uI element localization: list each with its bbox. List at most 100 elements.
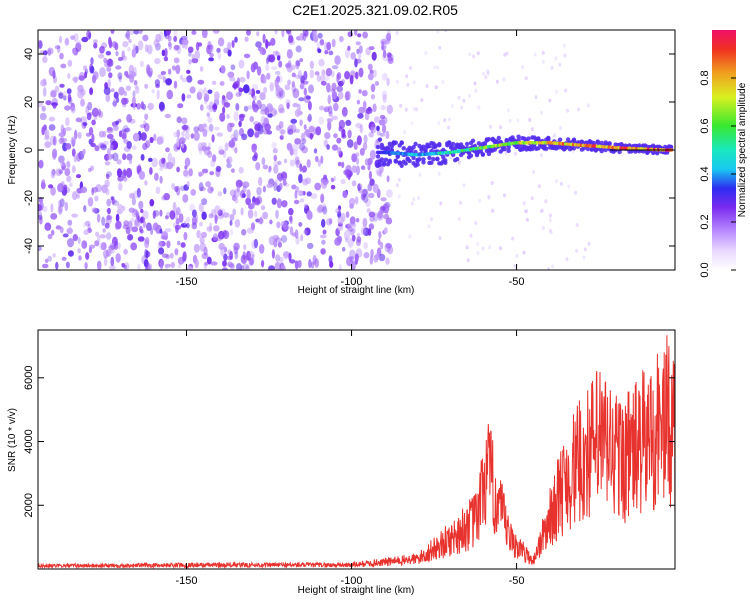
signal-halo	[451, 141, 456, 147]
signal-halo	[591, 140, 596, 146]
noise-speck	[44, 141, 52, 149]
signal-halo	[589, 147, 594, 152]
noise-speck	[107, 148, 111, 156]
noise-speck	[108, 245, 116, 251]
noise-speck	[370, 83, 376, 93]
noise-speck	[250, 222, 256, 231]
noise-speck	[133, 66, 137, 77]
noise-speck	[117, 72, 123, 80]
noise-speck	[201, 211, 207, 220]
noise-speck	[395, 79, 399, 84]
noise-speck	[337, 216, 344, 225]
noise-speck	[303, 87, 307, 96]
noise-speck	[274, 261, 281, 270]
noise-speck	[538, 184, 541, 189]
noise-speck	[222, 149, 227, 158]
signal-halo	[431, 157, 436, 162]
noise-speck	[259, 47, 267, 56]
noise-speck	[94, 240, 100, 247]
noise-speck	[42, 56, 48, 64]
noise-speck	[246, 70, 250, 80]
noise-speck	[77, 236, 81, 245]
noise-speck	[347, 31, 353, 38]
noise-speck	[508, 118, 512, 123]
noise-speck	[513, 151, 517, 156]
noise-speck	[326, 144, 330, 150]
noise-speck	[524, 76, 528, 81]
noise-speck	[81, 240, 88, 249]
signal-halo	[455, 156, 460, 162]
noise-speck	[84, 71, 88, 79]
noise-speck	[226, 156, 233, 164]
noise-speck	[121, 50, 125, 60]
noise-speck	[357, 183, 361, 192]
noise-speck	[382, 93, 387, 104]
noise-speck	[478, 198, 482, 203]
noise-speck	[108, 72, 113, 79]
noise-speck	[368, 223, 375, 230]
noise-speck	[351, 165, 358, 173]
noise-speck	[208, 107, 214, 113]
noise-speck	[91, 133, 95, 143]
noise-speck	[294, 155, 300, 163]
noise-speck	[159, 228, 163, 234]
noise-speck	[133, 80, 138, 86]
noise-speck	[186, 180, 190, 188]
noise-speck	[301, 138, 307, 145]
noise-speck	[158, 247, 165, 255]
noise-speck	[214, 126, 220, 131]
noise-speck	[314, 258, 320, 268]
noise-speck	[279, 129, 286, 135]
noise-speck	[118, 75, 122, 83]
noise-speck	[318, 116, 324, 125]
noise-speck	[72, 191, 78, 201]
noise-speck	[287, 79, 291, 86]
noise-speck	[65, 160, 71, 170]
noise-speck	[184, 157, 191, 167]
noise-speck	[385, 130, 390, 140]
snr-panel: -150 -100 -50 2000 4000 6000 Height of straig…	[7, 329, 676, 596]
noise-speck	[316, 41, 322, 48]
noise-speck	[108, 36, 112, 46]
noise-speck	[55, 168, 62, 176]
noise-speck	[238, 166, 244, 174]
noise-speck	[191, 222, 198, 230]
noise-speck	[575, 223, 579, 227]
noise-speck	[338, 119, 346, 130]
noise-speck	[276, 221, 281, 229]
noise-speck	[212, 233, 219, 241]
noise-speck	[166, 161, 174, 170]
noise-speck	[468, 52, 472, 57]
noise-speck	[196, 91, 203, 101]
noise-speck	[361, 90, 368, 97]
noise-speck	[38, 204, 43, 212]
noise-speck	[268, 55, 275, 62]
noise-speck	[215, 165, 222, 172]
noise-speck	[433, 65, 437, 70]
noise-speck	[201, 145, 207, 152]
noise-speck	[264, 107, 270, 116]
noise-speck	[152, 210, 156, 219]
noise-speck	[209, 52, 214, 58]
noise-speck	[360, 188, 368, 198]
noise-speck	[142, 210, 149, 220]
noise-speck	[379, 114, 386, 120]
noise-speck	[185, 124, 190, 133]
noise-speck	[157, 73, 165, 80]
noise-speck	[66, 227, 73, 235]
noise-speck	[82, 122, 88, 127]
noise-speck	[123, 262, 130, 270]
noise-speck	[338, 264, 342, 270]
noise-speck	[386, 104, 393, 115]
noise-speck	[158, 31, 164, 42]
noise-speck	[56, 45, 61, 54]
noise-speck	[210, 261, 218, 266]
noise-speck	[278, 103, 285, 113]
noise-speck	[243, 105, 249, 112]
noise-speck	[105, 93, 111, 103]
noise-speck	[69, 182, 73, 188]
noise-speck	[176, 44, 182, 55]
noise-speck	[276, 198, 282, 209]
noise-speck	[474, 221, 478, 225]
noise-speck	[179, 74, 184, 80]
